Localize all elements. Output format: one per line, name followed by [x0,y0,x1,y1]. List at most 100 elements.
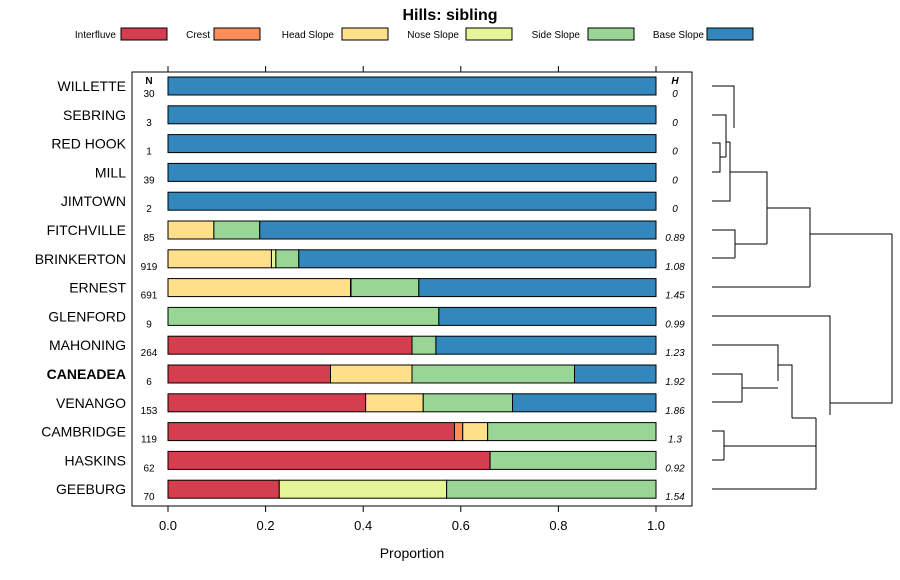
bar-segment-interfluve [167,479,280,499]
h-value: 0 [672,147,678,158]
h-value: 1.86 [665,406,685,417]
n-value: 6 [146,377,152,388]
h-value: 1.08 [665,262,685,273]
legend-label-2: Head Slope [282,30,335,41]
bar-segment-interfluve [167,450,491,470]
n-value: 2 [146,204,152,215]
h-value: 0.89 [665,233,685,244]
category-label: MAHONING [49,337,126,353]
h-value: 0.99 [665,319,685,330]
plot-frame [131,71,693,507]
legend-label-3: Nose Slope [407,30,459,41]
bar-segment-head-slope [167,220,215,240]
category-label: HASKINS [65,452,126,468]
category-label: RED HOOK [51,136,126,152]
dendrogram-branch-1 [712,85,735,202]
x-tick-label: 0.2 [257,518,275,533]
h-value: 0 [672,175,678,186]
legend-swatch-4 [587,27,635,41]
category-label: CAMBRIDGE [41,424,126,440]
bar-segment-base-slope [298,249,657,269]
category-label: GEEBURG [56,481,126,497]
legend-label-1: Crest [186,30,210,41]
bar-segment-base-slope [167,76,657,96]
bar-segment-base-slope [418,278,657,298]
h-column-header: H [671,76,679,87]
h-value: 1.92 [665,377,685,388]
h-value: 0.92 [665,463,685,474]
category-label: CANEADEA [47,366,126,382]
bar-segment-side-slope [213,220,261,240]
bar-segment-base-slope [167,162,657,182]
n-value: 119 [141,435,157,446]
bar-segment-side-slope [411,364,576,384]
h-value: 0 [672,118,678,129]
dendrogram-branch-2 [712,171,811,288]
h-value: 0 [672,89,678,100]
bar-segment-side-slope [275,249,300,269]
bar-segment-side-slope [411,335,437,355]
n-value: 3 [146,118,152,129]
legend-swatch-1 [213,27,261,41]
n-column-header: N [145,76,152,87]
x-axis: 0.0 0.2 0.4 0.6 0.8 1.0 [159,66,665,533]
n-value: 9 [146,319,152,330]
n-value: 30 [143,89,155,100]
n-value: 919 [141,262,158,273]
category-label: MILL [95,164,126,180]
bar-segment-interfluve [167,393,367,413]
bar-segment-side-slope [167,306,440,326]
legend-swatch-0 [120,27,168,41]
bar-segment-side-slope [489,450,657,470]
legend: Interfluve Crest Head Slope Nose Slope Side … [75,27,754,41]
n-value: 85 [143,233,155,244]
h-value: 1.3 [668,435,682,446]
bar-segment-base-slope [167,191,657,211]
category-label: FITCHVILLE [47,222,126,238]
category-label: JIMTOWN [61,193,126,209]
category-label: ERNEST [69,280,126,296]
legend-swatch-5 [706,27,754,41]
bar-segment-base-slope [167,134,657,154]
n-value: 39 [143,175,155,186]
legend-swatch-3 [465,27,513,41]
x-tick-label: 0.4 [354,518,372,533]
bar-segment-side-slope [422,393,514,413]
n-value: 153 [141,406,158,417]
legend-label-0: Interfluve [75,30,117,41]
bar-segment-crest [453,422,464,442]
legend-label-4: Side Slope [532,30,581,41]
bar-segment-base-slope [574,364,657,384]
bar-segment-base-slope [167,105,657,125]
bar-segment-head-slope [167,278,352,298]
n-value: 691 [141,291,158,302]
category-label: VENANGO [56,395,126,411]
category-label: WILLETTE [58,78,126,94]
legend-label-5: Base Slope [653,30,705,41]
dendrogram-branch-3 [712,233,893,490]
bar-segment-interfluve [167,422,455,442]
bar-segment-side-slope [350,278,420,298]
bar-segment-base-slope [438,306,657,326]
n-value: 62 [143,463,155,474]
n-value: 264 [141,348,158,359]
x-tick-label: 0.8 [549,518,567,533]
bar-segment-base-slope [512,393,657,413]
bar-segment-head-slope [167,249,272,269]
n-value: 1 [146,147,152,158]
bar-segment-nose-slope [278,479,448,499]
bar-segment-side-slope [487,422,657,442]
h-value: 1.54 [665,492,685,503]
h-value: 0 [672,204,678,215]
h-value: 1.23 [665,348,685,359]
category-label: GLENFORD [48,308,126,324]
bar-segment-head-slope [365,393,424,413]
n-value: 70 [143,492,155,503]
legend-swatch-2 [341,27,389,41]
h-value: 1.45 [665,291,685,302]
bar-segment-head-slope [330,364,413,384]
category-label: SEBRING [63,107,126,123]
bar-segment-nose-slope [270,249,277,269]
